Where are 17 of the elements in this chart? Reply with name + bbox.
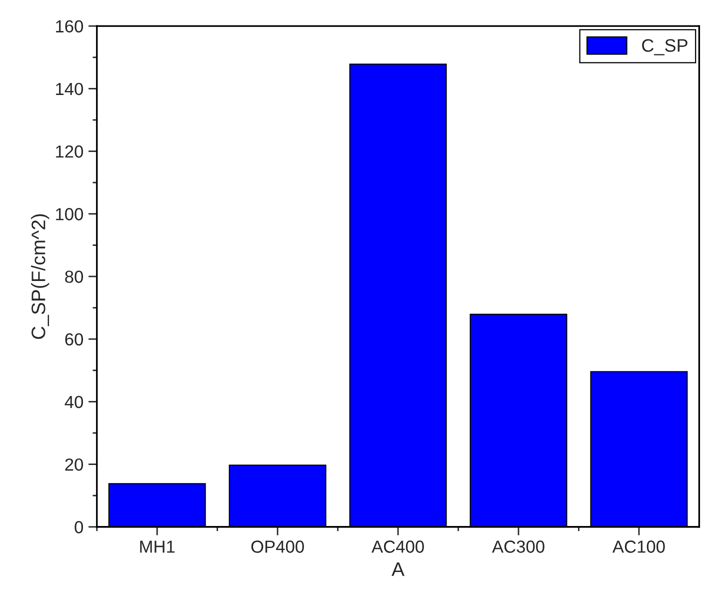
y-tick-label: 80 [65,270,84,283]
y-tick-label: 0 [74,521,84,534]
y-axis-title: C_SP(F/cm^2) [31,214,50,339]
x-tick-label: AC100 [612,540,665,553]
x-tick-label: AC400 [372,540,424,553]
y-tick-label: 160 [56,20,84,33]
y-tick-label: 140 [56,82,84,96]
legend-label: C_SP [642,39,688,56]
y-tick-label: 120 [56,145,84,158]
x-tick-label: OP400 [251,540,304,553]
x-tick-label: AC300 [492,540,544,553]
x-tick-label: MH1 [140,540,175,553]
x-axis-title: A [392,562,404,576]
y-tick-label: 20 [65,458,84,471]
y-tick-label: 100 [56,208,84,220]
y-tick-label: 60 [65,333,84,346]
y-tick-label: 40 [64,396,84,408]
